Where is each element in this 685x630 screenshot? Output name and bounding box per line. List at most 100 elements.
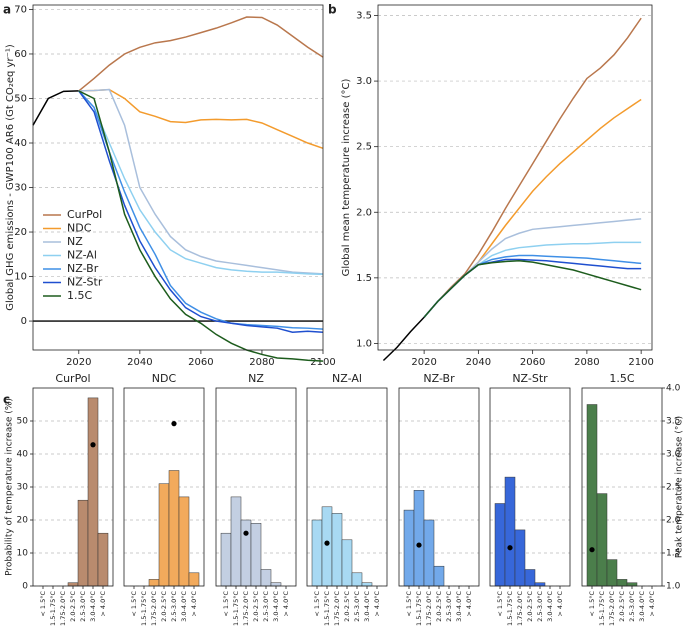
- x-tick-label: 2.5-3.0°C: [353, 591, 361, 622]
- bar: [230, 496, 242, 587]
- x-tick-label: > 4.0°C: [373, 591, 381, 617]
- peak-dot: [589, 547, 595, 553]
- x-tick-label: > 4.0°C: [556, 591, 564, 617]
- x-tick-label: 2.0-2.5°C: [160, 591, 168, 622]
- series-line: [423, 254, 642, 318]
- plot-frame: [377, 4, 653, 351]
- panel-label: b: [328, 3, 337, 17]
- x-tick-label: 2040: [466, 357, 491, 368]
- legend-label: NZ-Br: [67, 262, 99, 275]
- bar: [606, 559, 618, 587]
- x-tick-label: 2020: [411, 357, 436, 368]
- y2-tick-label: 2.0: [666, 516, 681, 526]
- peak-dot: [507, 545, 513, 551]
- x-tick-label: > 4.0°C: [648, 591, 656, 617]
- x-tick-label: < 1.5°C: [313, 591, 321, 617]
- y-tick-label: 30: [14, 183, 27, 194]
- x-tick-label: 2.5-3.0°C: [628, 591, 636, 622]
- x-tick-label: 2080: [574, 357, 599, 368]
- x-tick-label: < 1.5°C: [496, 591, 504, 617]
- series-line: [78, 88, 324, 275]
- x-tick-label: 2.5-3.0°C: [262, 591, 270, 622]
- bar: [361, 582, 373, 587]
- panel-title: NZ-Str: [512, 372, 548, 385]
- bar: [67, 582, 79, 587]
- x-tick-label: 1.75-2.0°C: [425, 591, 433, 626]
- peak-dot: [416, 542, 422, 548]
- panel-title: NZ-Br: [423, 372, 455, 385]
- x-tick-label: 1.5-1.75°C: [232, 591, 240, 626]
- bar: [596, 493, 608, 587]
- x-tick-label: 3.0-4.0°C: [89, 591, 97, 622]
- panel-frame: [123, 387, 205, 587]
- x-tick-label: > 4.0°C: [282, 591, 290, 617]
- bar: [250, 523, 262, 587]
- bar: [524, 569, 536, 587]
- x-tick-label: 2.0-2.5°C: [252, 591, 260, 622]
- y-axis-label: Probability of temperature increase (%): [5, 398, 15, 576]
- x-tick-label: 2.5-3.0°C: [536, 591, 544, 622]
- bar: [341, 539, 353, 587]
- bar: [220, 532, 232, 587]
- x-tick-label: > 4.0°C: [99, 591, 107, 617]
- bar: [504, 476, 516, 587]
- y2-tick-label: 2.5: [666, 483, 680, 493]
- y-tick-label: 10: [14, 272, 27, 283]
- bar: [514, 529, 526, 587]
- x-tick-label: 1.5-1.75°C: [49, 591, 57, 626]
- x-tick-label: 1.75-2.0°C: [150, 591, 158, 626]
- y-tick-label: 20: [14, 227, 27, 238]
- y-tick-label: 2.5: [356, 142, 372, 153]
- legend-label: NDC: [67, 222, 92, 235]
- series-line: [78, 90, 324, 333]
- y-tick-label: 40: [14, 138, 27, 149]
- series-line: [423, 260, 642, 318]
- x-tick-label: 2.0-2.5°C: [526, 591, 534, 622]
- x-tick-label: < 1.5°C: [130, 591, 138, 617]
- y-tick-label: 3.5: [356, 10, 372, 21]
- x-tick-label: < 1.5°C: [222, 591, 230, 617]
- bar: [586, 404, 598, 587]
- legend-label: NZ-Str: [67, 276, 103, 289]
- bar: [534, 582, 546, 587]
- x-tick-label: 2.0-2.5°C: [343, 591, 351, 622]
- bar: [433, 565, 445, 587]
- plot-frame: [32, 4, 324, 351]
- y-tick-label: 3.0: [356, 76, 372, 87]
- x-tick-label: 1.75-2.0°C: [242, 591, 250, 626]
- bar: [331, 513, 343, 587]
- bar: [178, 496, 190, 587]
- series-line: [78, 90, 324, 276]
- bar: [87, 397, 99, 587]
- x-tick-label: 2.5-3.0°C: [79, 591, 87, 622]
- y-tick-label: 50: [17, 417, 29, 427]
- y-tick-label: 30: [17, 483, 29, 493]
- x-tick-label: 1.5-1.75°C: [415, 591, 423, 626]
- x-tick-label: 2.0-2.5°C: [618, 591, 626, 622]
- x-tick-label: 1.75-2.0°C: [333, 591, 341, 626]
- x-tick-label: 1.75-2.0°C: [59, 591, 67, 626]
- x-tick-label: 1.5-1.75°C: [598, 591, 606, 626]
- y-tick-label: 10: [17, 549, 29, 559]
- bar: [158, 483, 170, 587]
- y-axis-label: Global GHG emissions - GWP100 AR6 (Gt CO…: [5, 44, 16, 311]
- x-tick-label: > 4.0°C: [190, 591, 198, 617]
- x-tick-label: < 1.5°C: [405, 591, 413, 617]
- bar: [403, 509, 415, 587]
- x-tick-label: < 1.5°C: [39, 591, 47, 617]
- x-tick-label: 2.0-2.5°C: [435, 591, 443, 622]
- y2-tick-label: 3.0: [666, 450, 681, 460]
- y-tick-label: 0: [22, 582, 28, 592]
- peak-dot: [243, 530, 249, 536]
- panel-title: NZ: [248, 372, 264, 385]
- peak-dot: [90, 442, 96, 448]
- y-tick-label: 1.0: [356, 338, 372, 349]
- bar: [240, 519, 252, 587]
- panel-label: a: [3, 3, 11, 17]
- y2-axis-label: Peak temperature increase (°C): [675, 416, 685, 558]
- panel-frame: [398, 387, 480, 587]
- series-line: [78, 90, 324, 330]
- series-line: [423, 258, 642, 318]
- x-tick-label: 3.0-4.0°C: [180, 591, 188, 622]
